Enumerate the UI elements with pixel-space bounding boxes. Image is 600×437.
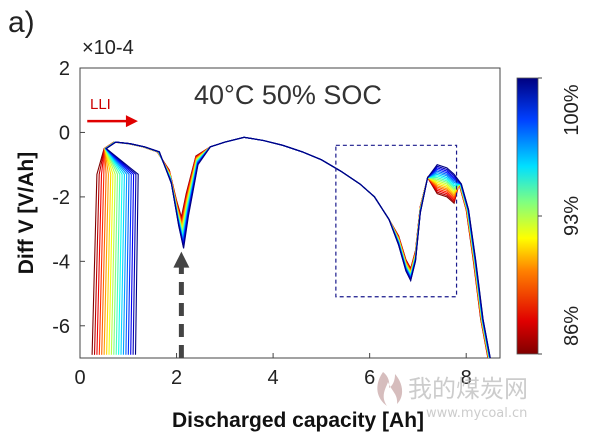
panel-label: a) xyxy=(8,6,35,39)
chart-title: 40°C 50% SOC xyxy=(194,80,382,110)
x-ticks: 0 2 4 6 8 xyxy=(74,353,472,389)
colorbar-tick-label: 93% xyxy=(561,196,583,236)
series-group xyxy=(91,136,491,358)
colorbar-gradient xyxy=(516,77,539,355)
lli-annotation: LLI xyxy=(87,96,138,128)
watermark: 我的煤炭网 www.mycoal.cn xyxy=(377,372,528,421)
watermark-url: www.mycoal.cn xyxy=(426,406,527,421)
x-tick-label: 2 xyxy=(171,367,182,389)
series-line xyxy=(105,136,491,358)
dashed-arrow xyxy=(173,251,190,358)
y-axis-label: Diff V [V/Ah] xyxy=(15,152,38,274)
x-tick-label: 8 xyxy=(461,367,472,389)
y-tick-label: 0 xyxy=(59,122,70,144)
colorbar: 100% 93% 86% xyxy=(516,77,583,355)
y-exponent: ×10-4 xyxy=(82,37,134,59)
y-tick-label: -4 xyxy=(52,251,70,273)
y-tick-label: 2 xyxy=(59,58,70,80)
dashed-arrow-head xyxy=(173,251,190,268)
flame-logo xyxy=(377,372,403,406)
colorbar-ticks: 100% 93% 86% xyxy=(538,77,583,355)
x-tick-label: 4 xyxy=(268,367,279,389)
lli-arrow-head xyxy=(125,115,138,128)
dashed-box xyxy=(335,144,458,298)
colorbar-tick-label: 86% xyxy=(561,306,583,346)
lli-label: LLI xyxy=(90,96,111,113)
x-tick-label: 6 xyxy=(364,367,375,389)
x-axis-label: Discharged capacity [Ah] xyxy=(172,409,424,432)
x-tick-label: 0 xyxy=(74,367,85,389)
watermark-cn: 我的煤炭网 xyxy=(408,375,528,403)
plot-frame xyxy=(79,67,501,359)
y-tick-label: -2 xyxy=(52,187,70,209)
y-tick-label: -6 xyxy=(52,316,70,338)
colorbar-tick-label: 100% xyxy=(561,84,583,135)
plot-area: 0 2 4 6 8 2 0 -2 -4 -6 40°C 50% SOC LLI xyxy=(52,58,501,389)
y-ticks: 2 0 -2 -4 -6 xyxy=(52,58,85,338)
